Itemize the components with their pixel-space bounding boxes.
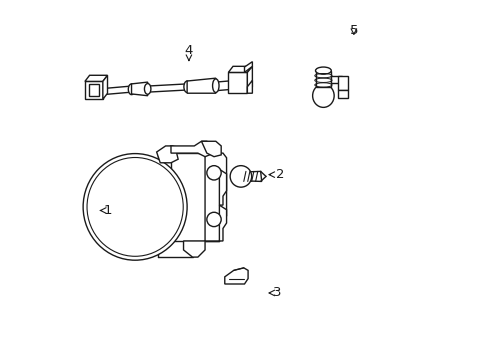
Polygon shape [171,153,219,241]
Polygon shape [219,169,226,205]
Text: 3: 3 [268,287,281,300]
Polygon shape [338,90,348,98]
Polygon shape [187,78,215,93]
Polygon shape [131,82,147,96]
Polygon shape [204,153,226,241]
Polygon shape [338,76,348,90]
Polygon shape [241,171,261,181]
Ellipse shape [183,81,190,93]
Polygon shape [315,71,330,87]
Text: 1: 1 [100,204,112,217]
Ellipse shape [312,84,333,107]
Polygon shape [247,80,252,93]
Circle shape [230,166,251,187]
Text: 4: 4 [184,44,193,60]
Text: 5: 5 [349,24,357,37]
Polygon shape [224,268,247,284]
Polygon shape [330,76,341,83]
Polygon shape [247,66,252,93]
Ellipse shape [144,84,151,94]
Polygon shape [228,66,252,72]
Ellipse shape [212,79,219,93]
Ellipse shape [83,154,187,260]
Polygon shape [156,146,178,163]
Polygon shape [171,141,214,157]
Polygon shape [201,141,221,157]
Ellipse shape [87,157,183,256]
Polygon shape [219,205,226,241]
Polygon shape [228,72,247,93]
Polygon shape [88,84,99,96]
Polygon shape [85,81,102,99]
Circle shape [206,166,221,180]
Polygon shape [244,62,252,72]
Text: 2: 2 [268,168,284,181]
Polygon shape [85,75,107,81]
Polygon shape [102,75,107,99]
Polygon shape [183,241,204,257]
Ellipse shape [315,67,330,74]
Circle shape [206,212,221,226]
Ellipse shape [128,84,135,95]
